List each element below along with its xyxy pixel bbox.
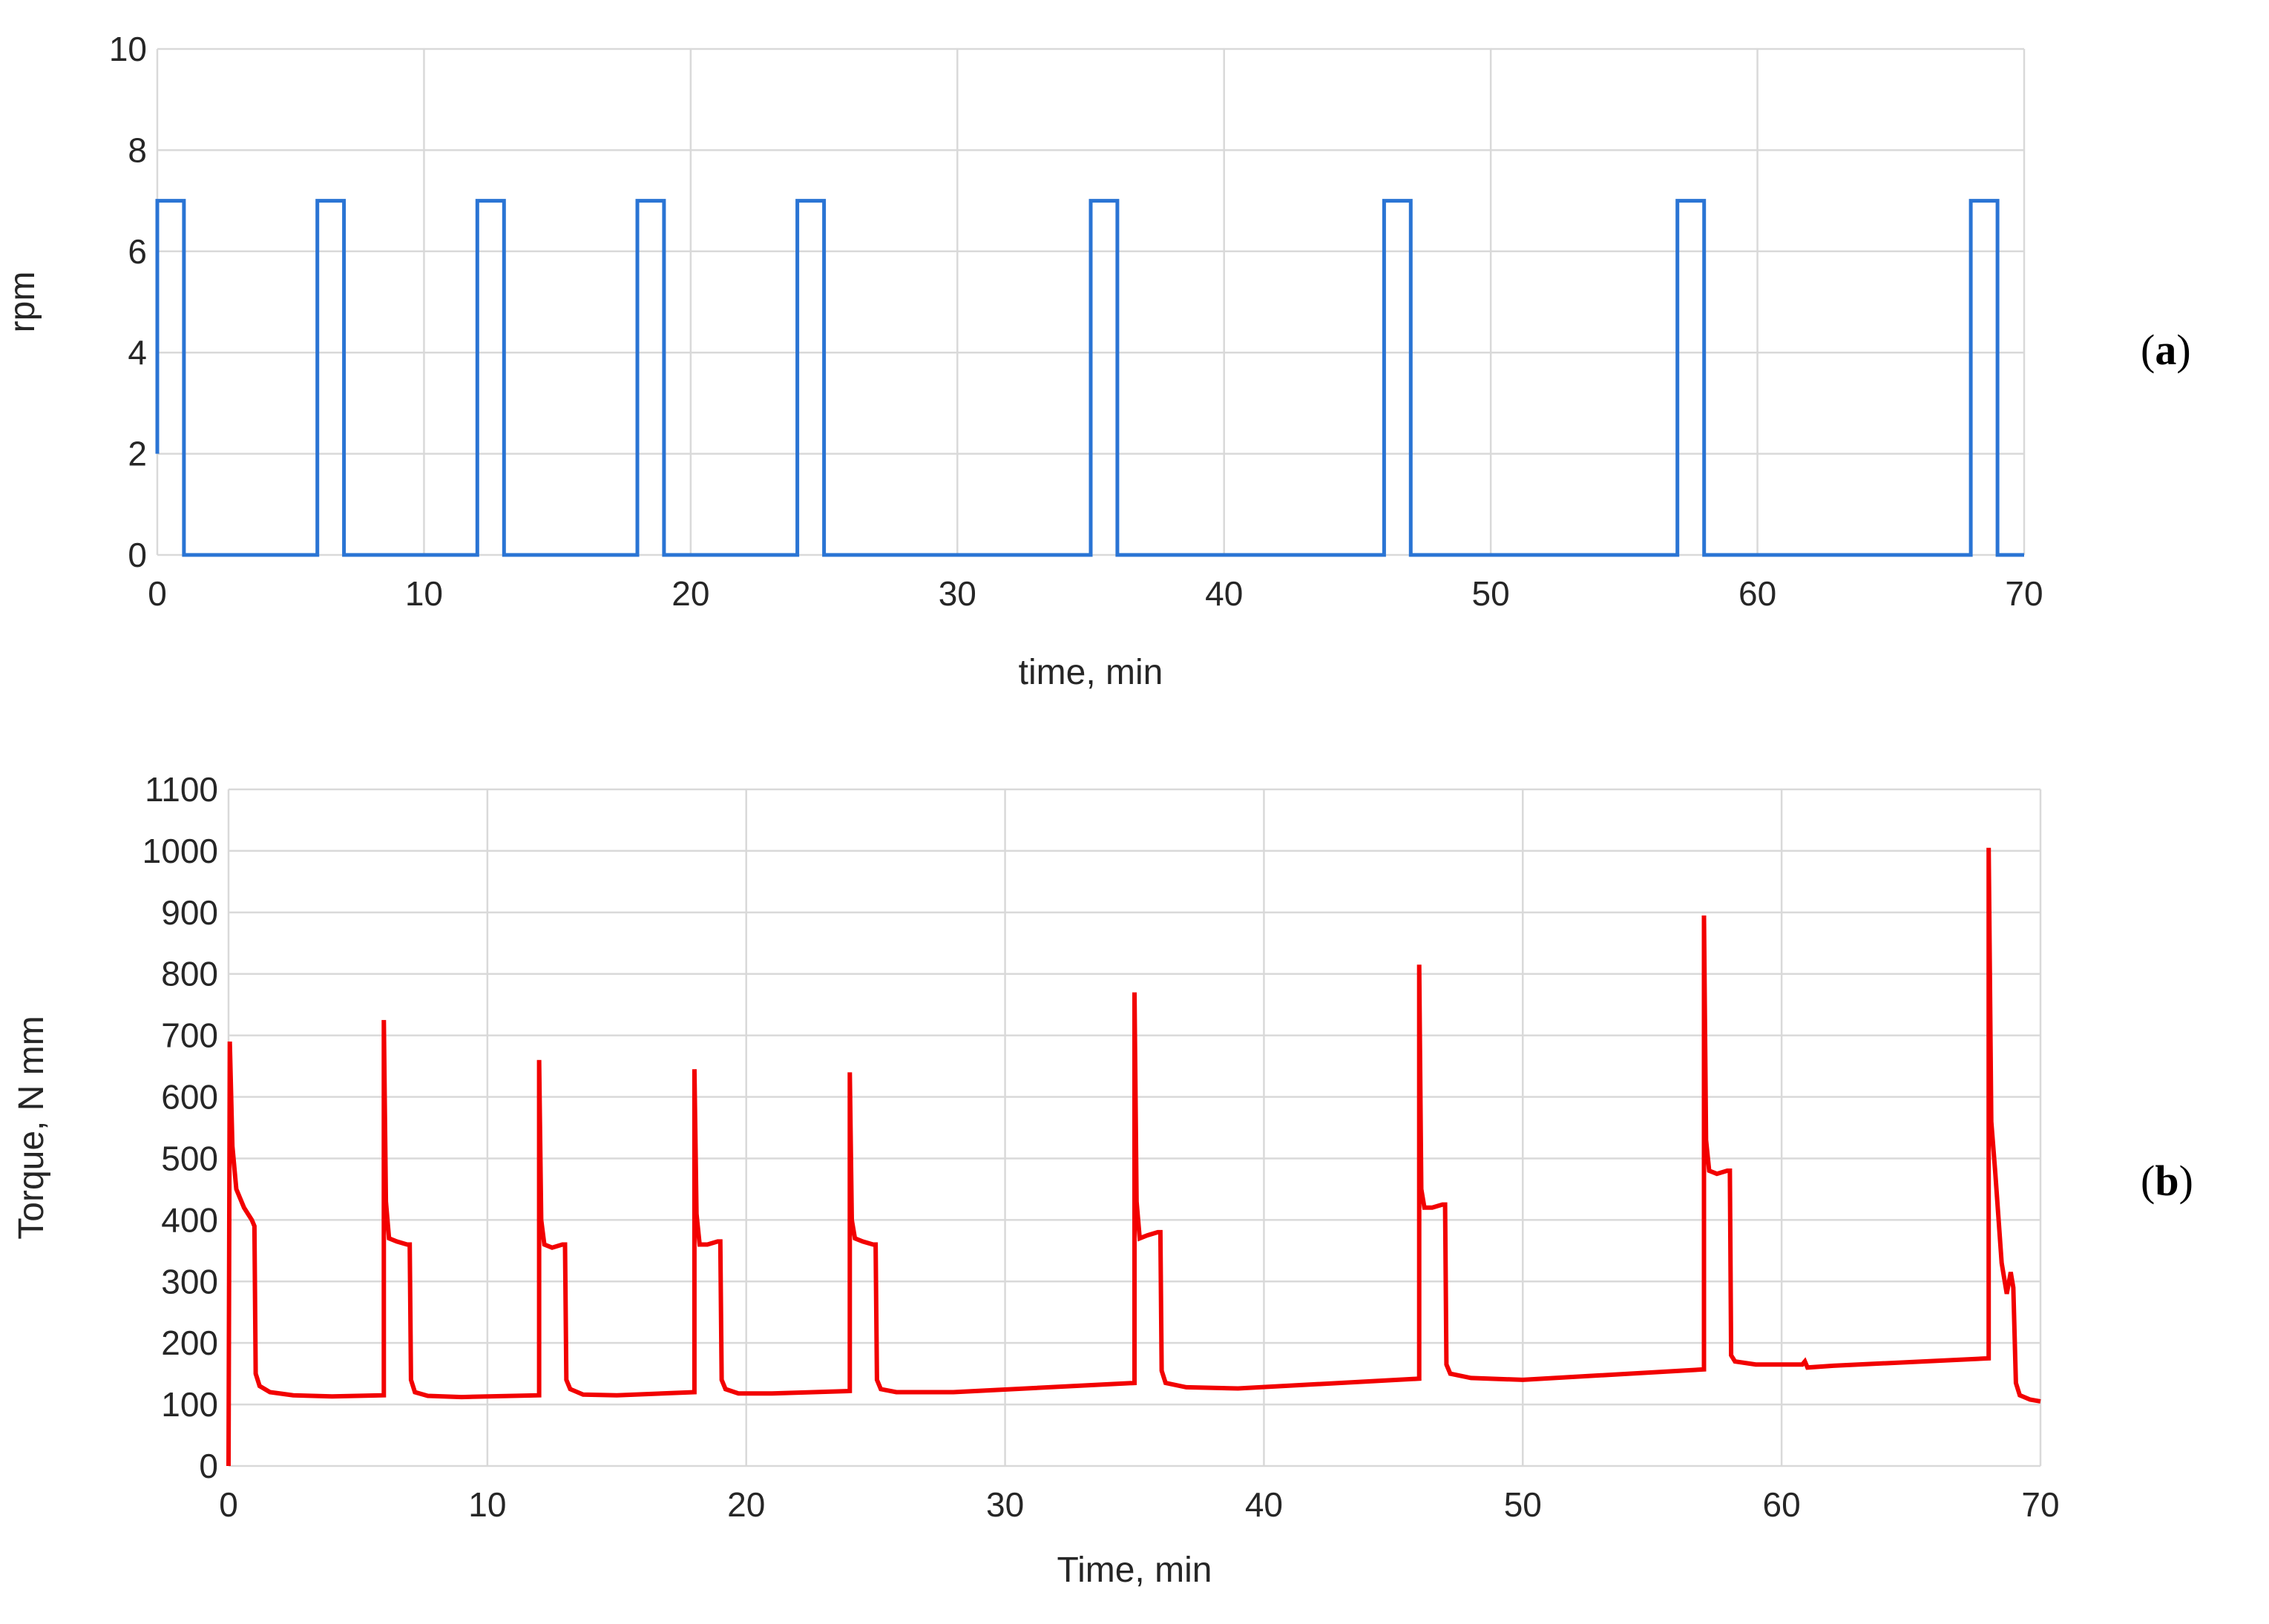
y-tick-label: 900 bbox=[161, 893, 218, 932]
y-tick-label: 0 bbox=[128, 536, 147, 574]
x-tick-label: 20 bbox=[727, 1485, 765, 1524]
y-tick-label: 4 bbox=[128, 333, 147, 372]
chart-a: 0 2 4 6 8 10 0 10 20 30 40 50 60 70 time, min rpm bbox=[3, 30, 2043, 692]
x-tick-label: 60 bbox=[1763, 1485, 1801, 1524]
panel-label-a: (a) bbox=[2141, 326, 2191, 374]
y-tick-label: 2 bbox=[128, 435, 147, 473]
y-tick-label: 100 bbox=[161, 1385, 218, 1424]
y-tick-label: 8 bbox=[128, 131, 147, 169]
y-tick-label: 1000 bbox=[142, 832, 218, 870]
y-tick-label: 0 bbox=[199, 1447, 218, 1485]
chart-b: 0 100 200 300 400 500 600 700 800 900 1000 1100 0 10 2… bbox=[12, 770, 2060, 1590]
y-tick-label: 200 bbox=[161, 1324, 218, 1362]
y-tick-label: 500 bbox=[161, 1139, 218, 1177]
x-tick-label: 10 bbox=[468, 1485, 506, 1524]
y-tick-label: 700 bbox=[161, 1016, 218, 1055]
x-tick-label: 30 bbox=[986, 1485, 1024, 1524]
x-tick-label: 40 bbox=[1205, 574, 1243, 613]
y-tick-label: 400 bbox=[161, 1200, 218, 1239]
y-axis-title: Torque, N mm bbox=[12, 1016, 51, 1239]
x-tick-label: 40 bbox=[1245, 1485, 1283, 1524]
y-tick-label: 1100 bbox=[145, 770, 218, 809]
x-tick-label: 50 bbox=[1472, 574, 1510, 613]
panel-label-b: (b) bbox=[2141, 1157, 2193, 1205]
data-line-b bbox=[226, 847, 2041, 1467]
x-tick-label: 20 bbox=[671, 574, 709, 613]
y-axis-title: rpm bbox=[3, 272, 42, 333]
y-tick-label: 600 bbox=[161, 1078, 218, 1117]
y-tick-label: 300 bbox=[161, 1262, 218, 1301]
x-tick-label: 30 bbox=[939, 574, 976, 613]
y-tick-label: 10 bbox=[109, 30, 147, 68]
x-tick-label: 10 bbox=[405, 574, 443, 613]
x-axis-title: time, min bbox=[1019, 653, 1163, 692]
data-line-a bbox=[155, 199, 2024, 557]
x-tick-label: 0 bbox=[219, 1485, 238, 1524]
y-tick-label: 800 bbox=[161, 955, 218, 993]
x-tick-label: 60 bbox=[1738, 574, 1776, 613]
x-tick-label: 0 bbox=[148, 574, 167, 613]
x-tick-label: 70 bbox=[2021, 1485, 2059, 1524]
y-tick-label: 6 bbox=[128, 232, 147, 271]
x-axis-title: Time, min bbox=[1057, 1551, 1212, 1590]
x-tick-label: 70 bbox=[2005, 574, 2043, 613]
x-tick-label: 50 bbox=[1504, 1485, 1542, 1524]
